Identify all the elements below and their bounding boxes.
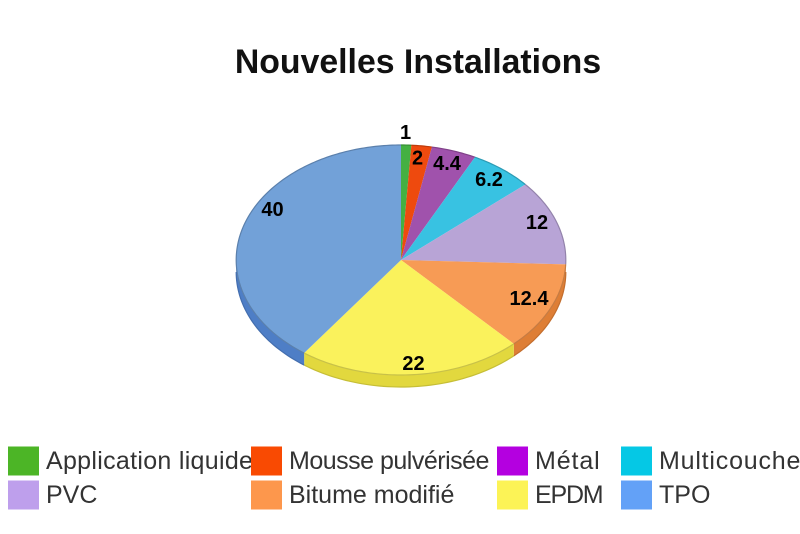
svg-text:Application liquide: Application liquide [46,447,253,475]
svg-text:22: 22 [402,353,424,375]
svg-text:TPO: TPO [659,481,710,509]
svg-text:Nouvelles Installations: Nouvelles Installations [235,43,601,81]
svg-text:Multicouche: Multicouche [659,447,800,475]
svg-text:Mousse pulvérisée: Mousse pulvérisée [289,447,489,475]
svg-text:6.2: 6.2 [475,169,503,191]
svg-text:12: 12 [526,212,548,234]
svg-text:1: 1 [400,122,411,144]
svg-text:PVC: PVC [46,481,97,509]
svg-text:EPDM: EPDM [535,481,602,509]
svg-text:12.4: 12.4 [510,288,550,310]
svg-text:Bitume modifié: Bitume modifié [289,481,454,509]
svg-text:40: 40 [261,199,283,221]
svg-text:2: 2 [412,148,423,170]
svg-text:4.4: 4.4 [433,153,462,175]
svg-text:Métal: Métal [535,447,601,475]
